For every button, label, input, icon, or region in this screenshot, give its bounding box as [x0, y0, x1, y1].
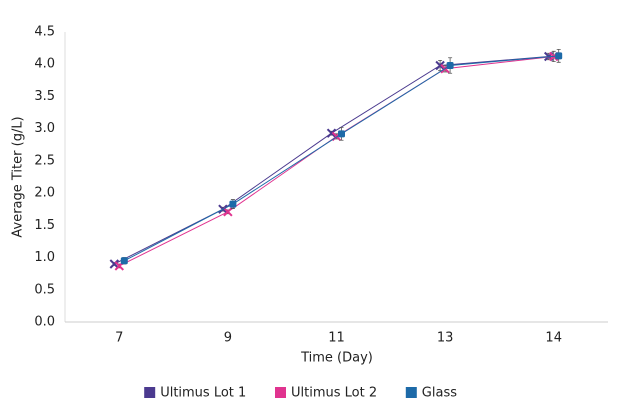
y-tick-label: 4.0: [34, 57, 55, 72]
marker: [223, 207, 233, 217]
y-tick-label: 1.5: [34, 218, 55, 233]
x-tick-label: 13: [437, 331, 454, 346]
y-tick-label: 3.5: [34, 89, 55, 104]
marker: [555, 52, 563, 60]
legend-swatch: [144, 387, 156, 398]
y-tick-label: 0.0: [34, 315, 55, 330]
marker: [435, 60, 445, 71]
series-line: [124, 55, 559, 262]
y-tick-label: 4.5: [34, 25, 55, 40]
legend-swatch: [405, 387, 417, 398]
legend-label: Glass: [422, 386, 457, 401]
marker: [326, 128, 337, 138]
legend-label: Ultimus Lot 1: [160, 386, 246, 401]
y-tick-label: 0.5: [34, 282, 55, 297]
series-line: [119, 55, 554, 267]
series-line: [114, 55, 549, 265]
y-axis-title: Average Titer (g/L): [11, 116, 26, 237]
x-tick-label: 11: [328, 331, 345, 346]
legend-swatch: [275, 387, 286, 398]
y-tick-label: 1.0: [34, 250, 55, 265]
x-tick-label: 14: [545, 331, 562, 346]
y-tick-label: 3.0: [34, 121, 55, 136]
legend-label: Ultimus Lot 2: [291, 386, 377, 401]
marker: [446, 62, 454, 70]
marker: [120, 257, 128, 265]
y-tick-label: 2.5: [34, 153, 55, 168]
y-tick-label: 2.0: [34, 186, 55, 201]
x-axis-title: Time (Day): [300, 351, 373, 366]
marker: [229, 200, 237, 208]
x-tick-label: 7: [115, 331, 123, 346]
marker: [109, 259, 120, 269]
x-tick-label: 9: [224, 331, 232, 346]
marker: [338, 130, 345, 138]
